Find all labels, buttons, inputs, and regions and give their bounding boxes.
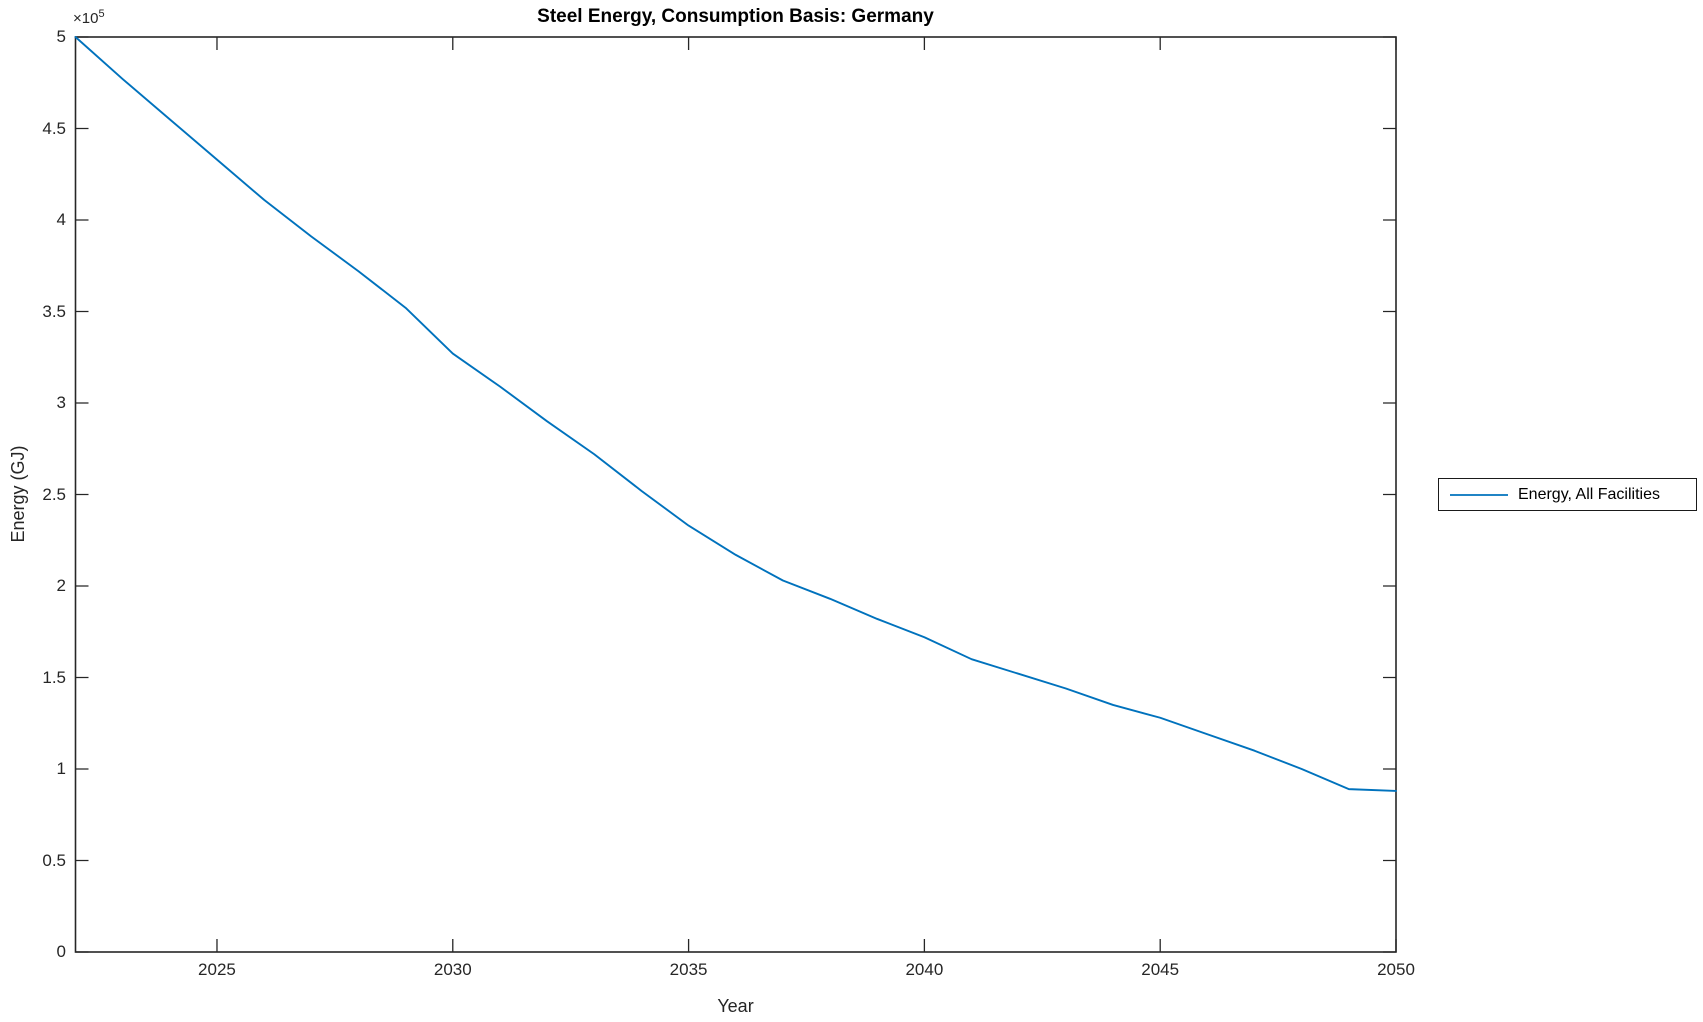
x-tick-label: 2045 [1141,960,1180,979]
legend-box: Energy, All Facilities [1438,478,1697,511]
y-axis-multiplier-exponent: 5 [98,8,105,20]
x-tick-label: 2030 [433,960,472,979]
x-tick-label: 2040 [905,960,944,979]
y-axis-multiplier-base: ×10 [73,10,99,27]
y-tick-label: 2.5 [42,484,66,504]
x-tick-label: 2035 [669,960,708,979]
y-tick-label: 1.5 [42,667,66,687]
y-tick-label: 4 [56,210,66,229]
y-tick-label: 2 [56,576,66,595]
y-tick-label: 5 [56,27,66,46]
y-tick-label: 0.5 [42,850,66,870]
legend-line-sample [1450,493,1508,496]
energy-series-line [74,36,1397,792]
y-tick-label: 4.5 [42,118,66,138]
x-axis-label: Year [717,996,754,1016]
x-tick-label: 2050 [1377,960,1415,979]
y-tick-label: 0 [56,942,66,961]
y-tick-label: 3.5 [42,301,66,321]
legend-label: Energy, All Facilities [1518,485,1660,503]
y-tick-label: 3 [56,393,66,412]
axis-tick-marks [75,36,1397,953]
y-tick-label: 1 [56,759,66,778]
axes-box [74,36,1397,953]
chart-title: Steel Energy, Consumption Basis: Germany [537,6,934,27]
y-axis-label: Energy (GJ) [8,445,28,543]
y-axis-multiplier: ×105 [73,8,105,27]
x-tick-label: 2025 [198,960,236,979]
